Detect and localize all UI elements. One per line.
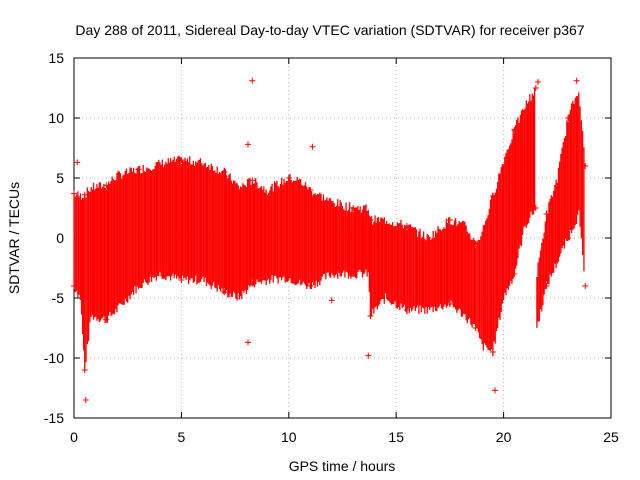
- data-point: [178, 277, 185, 283]
- data-point: [178, 157, 185, 163]
- data-point: [285, 274, 292, 281]
- data-point: [81, 191, 88, 198]
- data-point: [403, 223, 410, 229]
- x-tick-label: 10: [281, 429, 297, 445]
- x-tick-label: 5: [178, 429, 186, 445]
- data-point: [489, 193, 496, 199]
- data-point: [135, 166, 142, 173]
- y-tick-label: 10: [48, 110, 64, 126]
- data-point: [532, 85, 539, 91]
- data-point: [307, 187, 314, 193]
- data-point: [511, 127, 518, 133]
- data-point: [511, 271, 518, 277]
- y-tick-label: -10: [44, 350, 64, 366]
- x-axis-label: GPS time / hours: [289, 458, 396, 474]
- y-tick-label: 5: [56, 170, 64, 186]
- data-point: [489, 349, 496, 355]
- outlier-point: [309, 143, 316, 150]
- data-point: [221, 289, 228, 295]
- y-axis-label: SDTVAR / TECUs: [6, 182, 22, 294]
- outlier-point: [492, 387, 499, 394]
- data-point: [532, 205, 539, 211]
- ticks: 0 5 10 15 20 25 -15 -10 -5 0 5 10 15: [44, 50, 619, 445]
- outlier-point: [244, 339, 251, 346]
- y-tick-label: 0: [56, 230, 64, 246]
- data-point: [71, 190, 77, 197]
- data-point: [472, 241, 479, 247]
- x-tick-label: 25: [603, 429, 619, 445]
- data-point: [446, 301, 453, 307]
- data-point: [81, 367, 88, 373]
- outlier-point: [249, 77, 256, 84]
- outlier-point: [365, 352, 372, 359]
- data-point: [71, 283, 77, 289]
- outlier-point: [328, 297, 335, 304]
- data-point: [249, 280, 256, 287]
- data-point: [367, 313, 374, 319]
- data-marks: [71, 77, 589, 403]
- data-point: [582, 163, 589, 169]
- data-point: [565, 235, 572, 241]
- outlier-point: [534, 79, 541, 85]
- y-tick-label: -15: [44, 410, 64, 426]
- y-tick-label: -5: [52, 290, 65, 306]
- outlier-point: [244, 141, 251, 148]
- outlier-point: [573, 77, 580, 84]
- data-point: [285, 175, 292, 181]
- data-point: [582, 283, 589, 289]
- data-point: [307, 283, 314, 289]
- data-point: [543, 211, 550, 217]
- outlier-point: [82, 397, 89, 403]
- x-tick-label: 15: [388, 429, 404, 445]
- data-point: [472, 325, 479, 331]
- y-tick-label: 15: [48, 50, 64, 66]
- x-tick-label: 20: [496, 429, 512, 445]
- data-point: [446, 217, 453, 223]
- data-point: [103, 316, 110, 323]
- data-point: [403, 307, 410, 313]
- data-point: [565, 115, 572, 121]
- outlier-point: [511, 247, 518, 253]
- data-point: [350, 205, 357, 211]
- chart-title: Day 288 of 2011, Sidereal Day-to-day VTE…: [75, 22, 584, 38]
- data-point: [103, 182, 110, 189]
- data-point: [135, 283, 142, 289]
- data-point: [221, 169, 228, 175]
- x-tick-label: 0: [70, 429, 78, 445]
- data-point: [249, 177, 256, 184]
- data-point: [350, 271, 357, 277]
- data-point: [543, 283, 550, 289]
- outlier-point: [74, 159, 81, 166]
- data-point: [367, 217, 374, 223]
